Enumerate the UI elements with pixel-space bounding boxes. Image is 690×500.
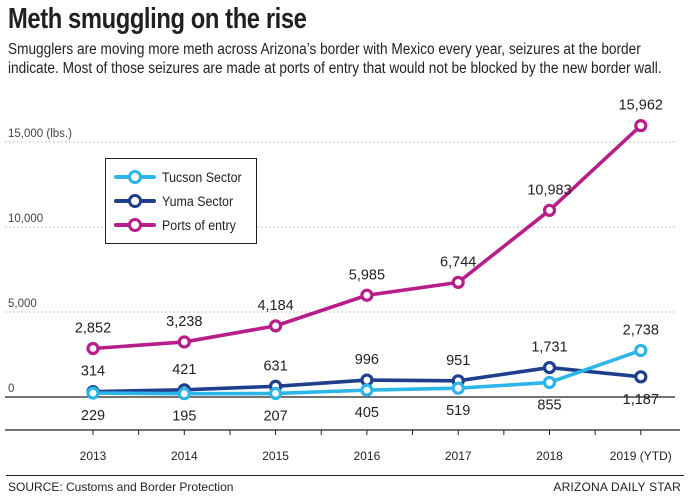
- credit-line: ARIZONA DAILY STAR: [553, 480, 681, 494]
- x-tick-label: 2015: [262, 449, 289, 463]
- legend-label-yuma-sector: Yuma Sector: [162, 193, 234, 209]
- data-point-tucson-sector: [542, 375, 557, 390]
- chart-subtitle: Smugglers are moving more meth across Ar…: [8, 41, 662, 77]
- y-tick-label: 10,000: [8, 213, 43, 225]
- legend-label-ports-of-entry: Ports of entry: [162, 217, 236, 233]
- data-point-ports-of-entry: [177, 335, 191, 349]
- y-tick-label: 5,000: [8, 298, 37, 310]
- chart-legend: Tucson Sector Yuma Sector Ports of entry: [105, 158, 257, 244]
- data-label-tucson-sector: 519: [446, 403, 470, 419]
- data-label-yuma-sector: 1,731: [531, 340, 567, 356]
- data-point-tucson-sector: [177, 387, 191, 401]
- data-label-ports-of-entry: 4,184: [257, 298, 293, 314]
- data-label-ports-of-entry: 15,962: [619, 98, 663, 114]
- data-point-ports-of-entry: [634, 119, 648, 133]
- chart-title: Meth smuggling on the rise: [8, 3, 307, 35]
- data-label-tucson-sector: 855: [537, 397, 561, 413]
- x-tick-label: 2014: [171, 449, 198, 463]
- data-label-tucson-sector: 405: [355, 405, 379, 421]
- data-point-tucson-sector: [269, 386, 283, 401]
- y-tick-label: 0: [8, 383, 14, 395]
- data-label-ports-of-entry: 2,852: [75, 321, 111, 337]
- data-label-tucson-sector: 207: [263, 408, 287, 424]
- data-point-tucson-sector: [634, 343, 648, 358]
- legend-swatch-tucson-sector: [114, 170, 156, 184]
- data-point-tucson-sector: [86, 386, 100, 400]
- data-point-ports-of-entry: [451, 275, 465, 289]
- data-label-ports-of-entry: 6,744: [440, 254, 476, 270]
- legend-item-tucson-sector: Tucson Sector: [114, 167, 249, 187]
- data-point-ports-of-entry: [269, 319, 283, 333]
- data-point-ports-of-entry: [360, 288, 374, 302]
- data-point-yuma-sector: [542, 360, 557, 375]
- x-tick-label: 2019 (YTD): [610, 449, 672, 463]
- data-label-ports-of-entry: 5,985: [349, 267, 385, 283]
- data-point-tucson-sector: [360, 383, 374, 397]
- data-label-yuma-sector: 951: [446, 353, 470, 369]
- footer-divider: [6, 475, 684, 476]
- data-label-yuma-sector: 1,187: [623, 392, 659, 408]
- source-note: SOURCE: Customs and Border Protection: [8, 480, 234, 494]
- data-label-yuma-sector: 996: [355, 352, 379, 368]
- legend-swatch-ports-of-entry: [114, 218, 156, 232]
- legend-item-yuma-sector: Yuma Sector: [114, 191, 239, 211]
- data-label-yuma-sector: 631: [263, 358, 287, 374]
- legend-item-ports-of-entry: Ports of entry: [114, 215, 242, 235]
- data-label-yuma-sector: 314: [81, 364, 105, 380]
- data-point-ports-of-entry: [86, 341, 100, 356]
- x-tick-label: 2016: [354, 449, 381, 463]
- data-point-yuma-sector: [634, 370, 648, 384]
- legend-label-tucson-sector: Tucson Sector: [162, 169, 242, 185]
- data-label-yuma-sector: 421: [172, 362, 196, 378]
- x-tick-label: 2018: [536, 449, 563, 463]
- data-label-tucson-sector: 2,738: [623, 322, 659, 338]
- data-label-tucson-sector: 195: [172, 409, 196, 425]
- data-label-ports-of-entry: 10,983: [527, 182, 571, 198]
- x-tick-label: 2013: [80, 449, 107, 463]
- data-label-tucson-sector: 229: [81, 408, 105, 424]
- data-label-ports-of-entry: 3,238: [166, 314, 202, 330]
- legend-swatch-yuma-sector: [114, 194, 156, 208]
- data-point-ports-of-entry: [542, 203, 557, 217]
- data-point-tucson-sector: [451, 381, 465, 395]
- y-tick-label: 15,000 (lbs.): [8, 128, 72, 140]
- x-tick-label: 2017: [445, 449, 472, 463]
